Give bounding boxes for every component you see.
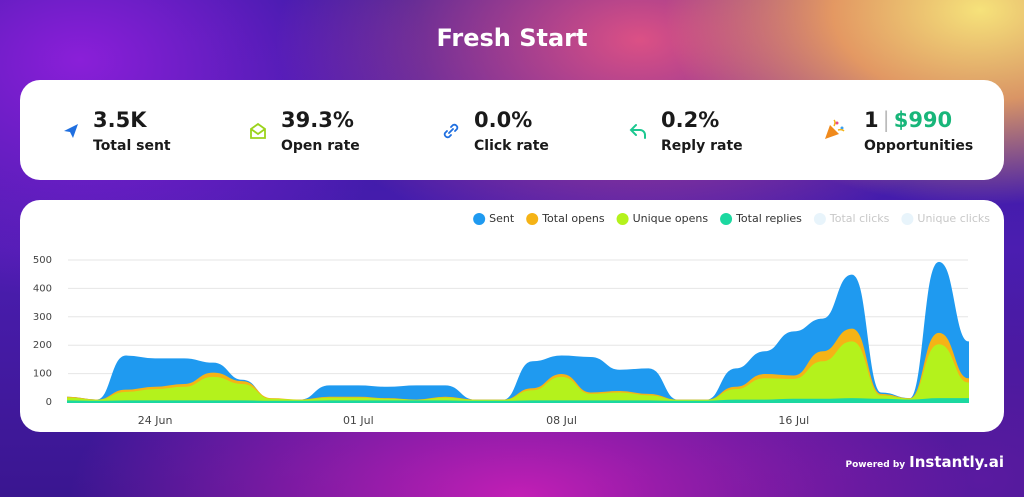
x-tick-label: 16 Jul: [778, 414, 809, 427]
y-tick-label: 100: [33, 369, 52, 380]
separator: |: [882, 108, 890, 132]
stat: 39.3% Open rate: [281, 108, 360, 154]
stats-card: 3.5K Total sent 39.3% Open rate 0.0% Click …: [20, 80, 1004, 180]
stat: 0.2% Reply rate: [661, 108, 743, 154]
legend-swatch: [473, 213, 486, 225]
powered-by: Powered by: [845, 460, 906, 470]
legend-label: Total opens: [541, 212, 605, 225]
stat-label: Total sent: [93, 138, 171, 154]
stat-label: Click rate: [474, 138, 549, 154]
sent-icon: [64, 124, 78, 138]
open-icon: [250, 122, 266, 139]
stat: 0.0% Click rate: [474, 108, 549, 154]
legend-label: Sent: [489, 212, 515, 225]
x-tick-label: 08 Jul: [546, 414, 577, 427]
stat-value: 0.0%: [474, 108, 533, 132]
y-tick-label: 200: [33, 340, 52, 351]
legend-swatch: [616, 213, 629, 225]
stat: 1 | $990 Opportunities: [864, 108, 973, 154]
stat: 3.5K Total sent: [93, 108, 171, 154]
x-tick-label: 24 Jun: [138, 414, 173, 427]
party-icon: [825, 119, 845, 139]
stat-value: 0.2%: [661, 108, 720, 132]
legend-label: Total replies: [735, 212, 802, 225]
y-tick-label: 400: [33, 283, 52, 294]
legend-swatch: [720, 213, 733, 225]
legend-swatch: [813, 213, 826, 225]
legend-label: Unique clicks: [917, 212, 990, 225]
stat-value: 1 | $990: [864, 108, 973, 132]
reply-icon: [629, 124, 646, 139]
stat-value: 39.3%: [281, 108, 354, 132]
stat-value: 3.5K: [93, 108, 147, 132]
stat-label: Open rate: [281, 138, 360, 154]
click-icon: [443, 123, 459, 139]
stat-label: Opportunities: [864, 138, 974, 154]
title: Fresh Start: [436, 24, 588, 52]
stat-label: Reply rate: [661, 138, 743, 154]
opportunity-amount: $990: [893, 108, 953, 132]
y-tick-label: 500: [33, 255, 52, 266]
legend-swatch: [901, 213, 914, 225]
footer: Powered by Instantly.ai: [846, 452, 1004, 471]
y-tick-label: 300: [33, 312, 52, 323]
area: [67, 398, 969, 403]
y-tick-label: 0: [46, 397, 52, 408]
legend-swatch: [526, 213, 539, 225]
brand: Instantly.ai: [909, 453, 1004, 471]
legend-label: Total clicks: [829, 212, 890, 225]
opportunity-count: 1: [864, 108, 879, 132]
x-tick-label: 01 Jul: [343, 414, 374, 427]
legend-label: Unique opens: [633, 212, 709, 225]
area: [67, 341, 969, 403]
